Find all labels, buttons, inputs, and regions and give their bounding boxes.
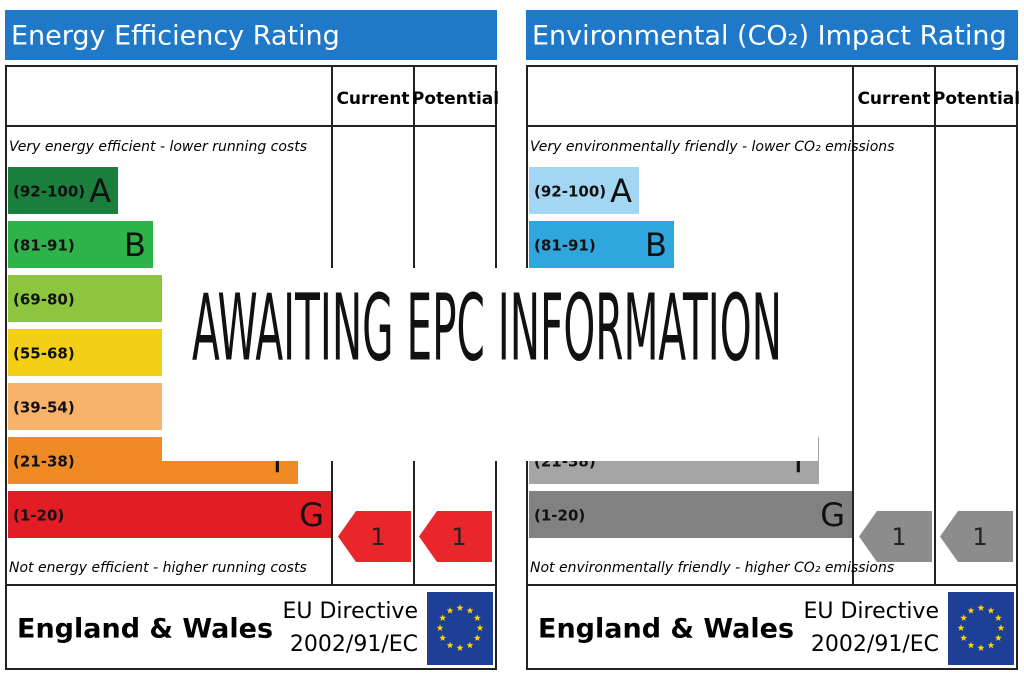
flag-star — [960, 634, 968, 641]
rating-arrow — [419, 511, 492, 562]
band-letter: B — [645, 226, 667, 264]
top-note: Very energy efficient - lower running co… — [9, 139, 307, 155]
band-letter: A — [610, 172, 632, 210]
flag-star — [997, 624, 1005, 631]
flag-star — [439, 614, 447, 621]
header-current: Current — [857, 89, 930, 109]
header-potential: Potential — [933, 89, 1020, 109]
flag-star — [967, 641, 975, 649]
flag-star — [446, 641, 454, 649]
band-range: (81-91) — [534, 237, 596, 255]
flag-star — [967, 607, 975, 614]
top-note: Very environmentally friendly - lower CO… — [530, 139, 894, 155]
flag-star — [473, 614, 481, 621]
rating-value: 1 — [891, 523, 906, 551]
header-potential: Potential — [412, 89, 499, 109]
flag-star — [456, 604, 464, 611]
flag-star — [977, 604, 985, 611]
flag-star — [466, 641, 474, 649]
flag-star — [987, 641, 995, 649]
flag-star — [466, 607, 474, 614]
title-bar — [5, 10, 497, 60]
flag-star — [960, 614, 968, 621]
band-range: (1-20) — [13, 507, 64, 525]
rating-band — [529, 491, 852, 538]
flag-star — [476, 624, 484, 631]
rating-arrow — [859, 511, 932, 562]
band-letter: G — [820, 496, 845, 534]
band-letter: G — [299, 496, 324, 534]
flag-star — [436, 624, 444, 631]
rating-band — [529, 167, 639, 214]
flag-star — [446, 607, 454, 614]
flag-star — [456, 644, 464, 651]
flag-star — [957, 624, 965, 631]
rating-band — [8, 221, 153, 268]
rating-band — [8, 167, 118, 214]
band-range: (92-100) — [13, 183, 85, 201]
rating-band — [8, 275, 191, 322]
flag-star — [473, 634, 481, 641]
band-range: (92-100) — [534, 183, 606, 201]
flag-star — [994, 614, 1002, 621]
band-letter: B — [124, 226, 146, 264]
bottom-note: Not energy efficient - higher running co… — [9, 560, 307, 576]
band-range: (69-80) — [13, 291, 75, 309]
rating-arrow — [338, 511, 411, 562]
rating-value: 1 — [370, 523, 385, 551]
eu-flag — [948, 592, 1014, 665]
overlay-box — [162, 268, 818, 461]
band-range: (81-91) — [13, 237, 75, 255]
band-range: (39-54) — [13, 399, 75, 417]
rating-value: 1 — [972, 523, 987, 551]
region: England & Wales — [17, 614, 273, 645]
flag-star — [439, 634, 447, 641]
directive-line-1: EU Directive — [282, 599, 418, 624]
band-letter: A — [89, 172, 111, 210]
title-bar — [526, 10, 1018, 60]
directive-line-2: 2002/91/EC — [811, 632, 939, 657]
bottom-note: Not environmentally friendly - higher CO… — [530, 560, 894, 576]
band-range: (1-20) — [534, 507, 585, 525]
flag-star — [977, 644, 985, 651]
band-range: (55-68) — [13, 345, 75, 363]
panel-title: Energy Efficiency Rating — [11, 21, 340, 52]
eu-flag — [427, 592, 493, 665]
overlay-text: AWAITING EPC INFORMATION — [192, 274, 782, 381]
rating-arrow — [940, 511, 1013, 562]
band-range: (21-38) — [13, 453, 75, 471]
header-current: Current — [336, 89, 409, 109]
directive-line-2: 2002/91/EC — [290, 632, 418, 657]
rating-band — [8, 491, 331, 538]
region: England & Wales — [538, 614, 794, 645]
flag-star — [987, 607, 995, 614]
panel-title: Environmental (CO₂) Impact Rating — [532, 21, 1007, 52]
flag-star — [994, 634, 1002, 641]
rating-value: 1 — [451, 523, 466, 551]
directive-line-1: EU Directive — [803, 599, 939, 624]
rating-band — [529, 221, 674, 268]
